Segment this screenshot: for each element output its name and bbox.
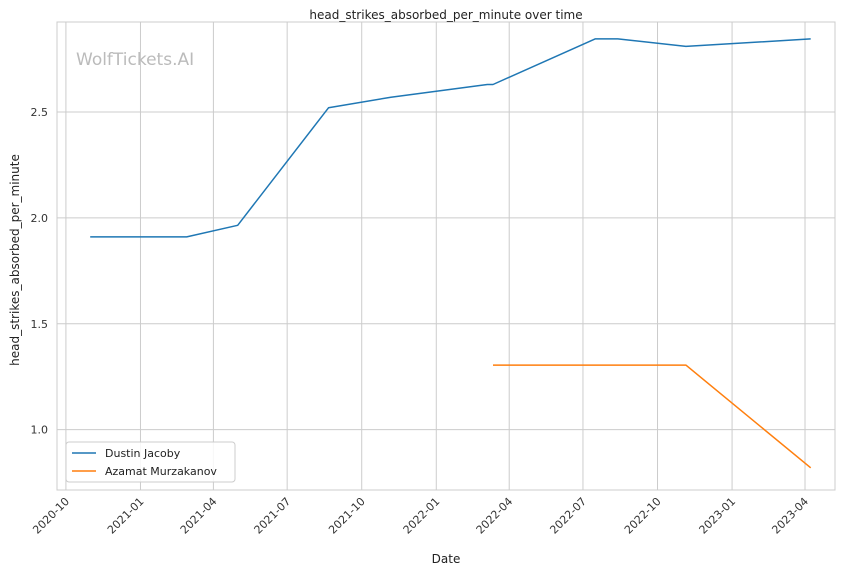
y-tick-label: 2.0 bbox=[31, 212, 49, 225]
legend: Dustin Jacoby Azamat Murzakanov bbox=[65, 441, 236, 483]
watermark: WolfTickets.AI bbox=[76, 50, 194, 70]
legend-box bbox=[65, 441, 236, 483]
y-tick-label: 1.5 bbox=[31, 318, 49, 331]
series-line-0 bbox=[90, 38, 811, 238]
y-tick-label: 2.5 bbox=[31, 106, 49, 119]
series-line-1 bbox=[493, 364, 812, 469]
series-layer bbox=[90, 38, 812, 469]
y-tick-label: 1.0 bbox=[31, 424, 49, 437]
plot-frame bbox=[56, 21, 836, 491]
y-axis-label: head_strikes_absorbed_per_minute bbox=[8, 154, 22, 366]
grid bbox=[57, 22, 835, 490]
legend-label-series-0: Dustin Jacoby bbox=[105, 447, 181, 460]
legend-label-series-1: Azamat Murzakanov bbox=[105, 465, 217, 478]
x-axis-label: Date bbox=[432, 552, 461, 566]
chart-title: head_strikes_absorbed_per_minute over ti… bbox=[309, 8, 582, 22]
